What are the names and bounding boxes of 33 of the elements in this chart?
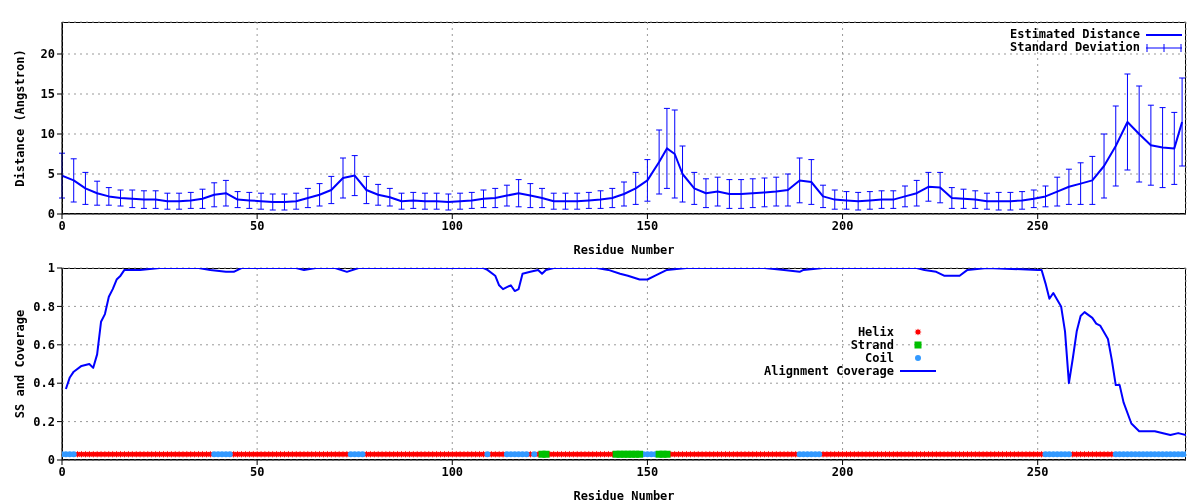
- x-axis-title: Residue Number: [573, 243, 675, 257]
- y-tick-label: 1: [47, 261, 55, 276]
- y-axis-title: Distance (Angstron): [12, 49, 27, 187]
- y-tick-label: 20: [40, 47, 55, 62]
- x-tick-label: 250: [1026, 218, 1049, 233]
- x-tick-label: 250: [1026, 464, 1049, 479]
- y-tick-label: 15: [40, 87, 55, 102]
- annotation: Standard Deviation: [1009, 40, 1140, 54]
- legend-label: Alignment Coverage: [763, 363, 894, 378]
- x-tick-label: 50: [249, 464, 265, 479]
- x-tick-label: 200: [831, 464, 854, 479]
- x-tick-label: 200: [831, 218, 854, 233]
- x-axis-title: Residue Number: [573, 489, 675, 500]
- y-tick-label: 0.4: [33, 376, 55, 391]
- y-tick-label: 0: [47, 453, 55, 468]
- x-tick-label: 0: [58, 464, 66, 479]
- y-tick-label: 10: [40, 127, 55, 142]
- legend-label: Strand: [850, 337, 894, 352]
- legend-label: Coil: [865, 350, 894, 365]
- y-tick-label: 0.8: [33, 299, 55, 314]
- x-tick-label: 150: [636, 464, 659, 479]
- x-tick-label: 100: [441, 218, 464, 233]
- x-tick-label: 0: [58, 218, 66, 233]
- y-tick-label: 5: [47, 167, 55, 182]
- x-tick-label: 50: [249, 218, 265, 233]
- legend-label: Helix: [857, 324, 894, 339]
- y-tick-label: 0.6: [33, 338, 55, 353]
- legend-label: Estimated Distance: [1009, 27, 1140, 41]
- x-tick-label: 150: [636, 218, 659, 233]
- x-tick-label: 100: [441, 464, 464, 479]
- y-tick-label: 0: [47, 207, 55, 222]
- y-tick-label: 0.2: [33, 414, 55, 429]
- y-axis-title: SS and Coverage: [12, 309, 27, 419]
